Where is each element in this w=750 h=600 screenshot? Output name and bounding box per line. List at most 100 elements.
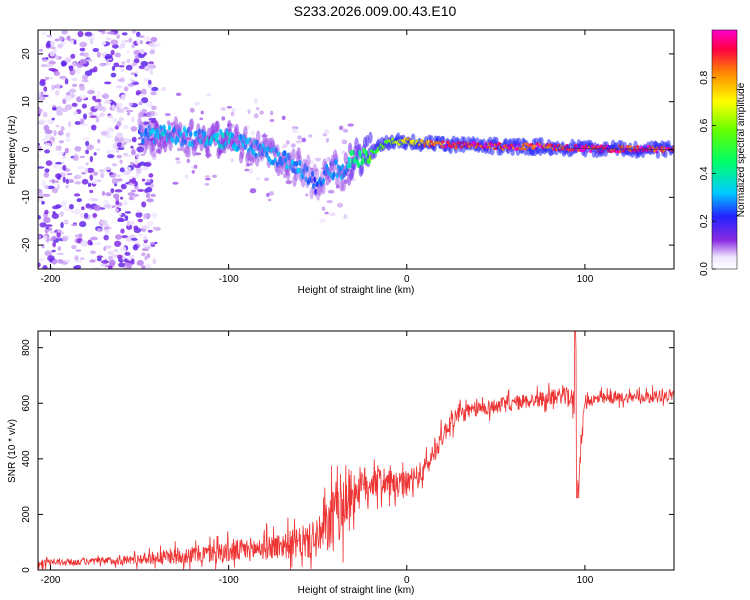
noise-blob (90, 124, 97, 131)
noise-blob (96, 148, 101, 151)
noise-blob (103, 81, 112, 85)
noise-blob (118, 212, 122, 216)
noise-blob (75, 249, 82, 252)
faint-blob (323, 129, 330, 134)
noise-blob (150, 36, 158, 43)
ridge-core (347, 156, 351, 163)
noise-blob (126, 49, 130, 54)
noise-blob (73, 111, 78, 116)
colorbar-tick-label: 0.4 (699, 166, 710, 180)
noise-blob (118, 65, 125, 68)
noise-blob (152, 156, 157, 160)
noise-blob (74, 255, 79, 262)
colorbar-tick-label: 0.2 (699, 214, 710, 228)
noise-blob (59, 75, 67, 80)
noise-blob (56, 183, 60, 190)
colorbar-label: Normalized spectral amplitude (736, 82, 747, 217)
ridge-halo (254, 154, 260, 167)
noise-blob (101, 191, 106, 196)
snr-series-line (38, 331, 674, 570)
spectrogram-heatmap (38, 30, 674, 269)
noise-blob (61, 30, 68, 35)
noise-blob (93, 204, 101, 212)
noise-blob (79, 85, 85, 91)
noise-blob (92, 217, 96, 221)
noise-blob (103, 203, 112, 209)
noise-blob (51, 212, 60, 220)
snr-frame (37, 330, 675, 571)
faint-blob (151, 152, 157, 158)
noise-blob (58, 35, 64, 42)
ridge-halo (539, 137, 544, 146)
noise-blob (100, 263, 106, 267)
noise-blob (38, 145, 42, 152)
noise-blob (54, 54, 59, 60)
noise-blob (126, 58, 131, 64)
noise-blob (138, 93, 146, 97)
noise-blob (90, 38, 94, 45)
faint-blob (250, 130, 255, 136)
noise-blob (51, 187, 59, 194)
noise-blob (79, 118, 85, 124)
noise-blob (121, 144, 125, 148)
noise-blob (82, 74, 89, 81)
y-tick-label: 20 (21, 48, 32, 60)
faint-blob (267, 198, 272, 202)
noise-blob (60, 200, 67, 207)
noise-blob (44, 142, 52, 147)
noise-blob (79, 155, 86, 159)
noise-blob (74, 121, 81, 126)
noise-blob (68, 203, 74, 210)
faint-blob (191, 169, 195, 174)
faint-blob (327, 189, 335, 194)
noise-blob (76, 175, 82, 179)
x-tick-label: 0 (404, 274, 410, 285)
noise-blob (91, 197, 99, 202)
faint-blob (189, 107, 195, 113)
noise-blob (113, 62, 120, 68)
faint-blob (321, 206, 326, 212)
faint-blob (146, 179, 152, 183)
noise-blob (79, 41, 88, 48)
noise-blob (117, 147, 125, 151)
noise-blob (131, 62, 137, 67)
noise-blob (84, 70, 93, 77)
ridge-halo (186, 145, 191, 158)
noise-blob (135, 173, 139, 177)
faint-blob (269, 191, 274, 196)
noise-blob (115, 85, 123, 89)
x-tick-label: 0 (404, 575, 410, 586)
snr-y-ticks: 0 200 400 600 800 (21, 339, 674, 573)
faint-blob (325, 138, 330, 143)
noise-blob (146, 253, 151, 259)
noise-blob (131, 43, 135, 49)
noise-blob (143, 212, 151, 219)
noise-blob (64, 147, 69, 154)
faint-blob (286, 140, 290, 145)
noise-blob (112, 44, 119, 49)
noise-blob (79, 58, 87, 65)
noise-blob (82, 137, 90, 141)
noise-blob (96, 51, 101, 58)
noise-blob (148, 173, 154, 178)
noise-blob (115, 174, 122, 178)
noise-blob (38, 143, 41, 147)
noise-blob (43, 235, 48, 241)
noise-blob (44, 149, 51, 154)
faint-blob (230, 157, 235, 163)
faint-blob (270, 110, 274, 116)
noise-blob (62, 176, 66, 183)
noise-blob (128, 37, 133, 43)
faint-blob (292, 129, 299, 133)
noise-blob (152, 258, 157, 265)
noise-blob (141, 225, 150, 230)
ridge-core (636, 145, 640, 149)
noise-blob (141, 265, 146, 269)
noise-blob (53, 129, 57, 136)
faint-blob (220, 107, 226, 111)
noise-blob (93, 105, 99, 109)
noise-blob (146, 198, 154, 203)
noise-blob (38, 108, 43, 114)
noise-blob (48, 61, 57, 65)
noise-blob (87, 182, 92, 188)
